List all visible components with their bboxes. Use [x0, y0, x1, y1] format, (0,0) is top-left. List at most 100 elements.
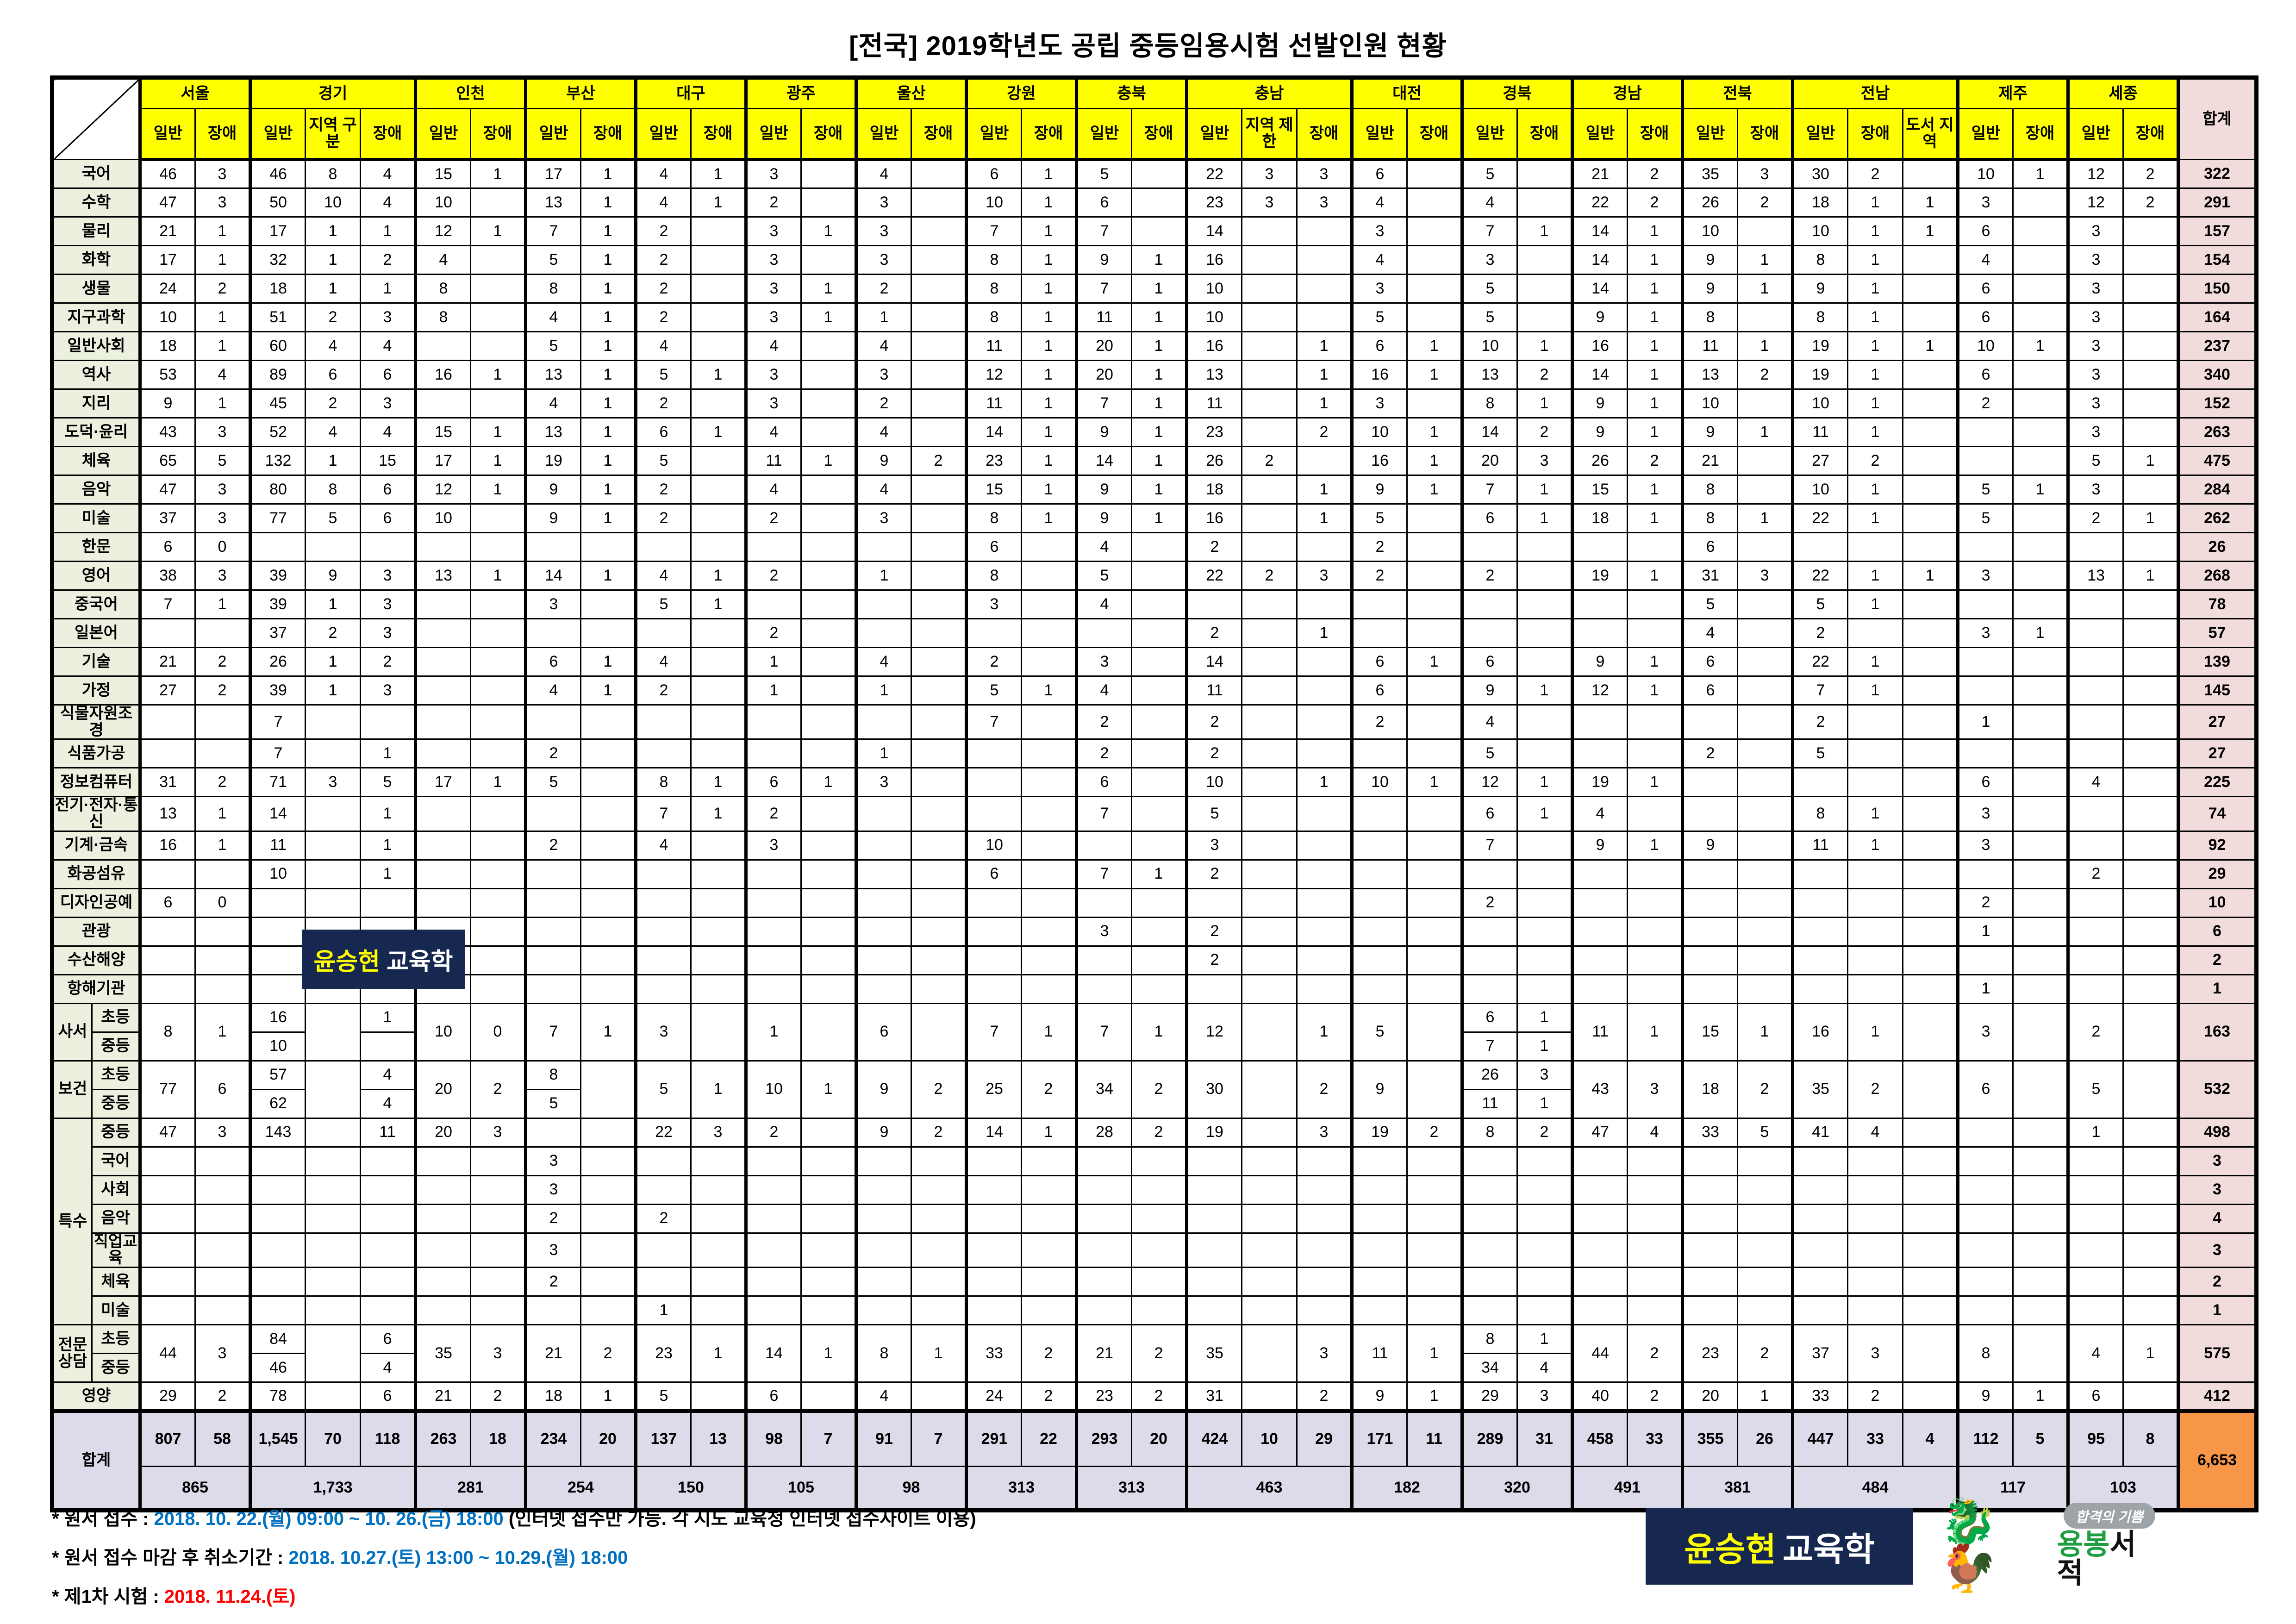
table-cell — [525, 618, 581, 648]
table-cell — [1516, 1203, 1573, 1234]
table-cell: 3 — [2177, 1146, 2257, 1176]
table-cell — [1021, 1146, 1077, 1176]
table-cell — [1737, 216, 1793, 246]
table-cell — [415, 1267, 471, 1297]
table-cell — [1406, 618, 1463, 648]
table-cell — [1296, 704, 1353, 740]
table-cell — [635, 887, 692, 918]
table-cell: 6 — [745, 767, 802, 798]
table-cell — [194, 945, 251, 975]
table-cell: 4 — [855, 475, 912, 505]
table-cell — [1627, 1174, 1683, 1205]
table-cell: 23 — [1682, 1324, 1738, 1383]
table-cell — [635, 945, 692, 975]
table-cell — [415, 532, 471, 562]
table-cell — [2122, 1117, 2179, 1148]
table-cell: 1 — [690, 561, 747, 591]
table-cell: 84 — [250, 1324, 306, 1355]
table-cell: 1 — [2122, 561, 2179, 591]
table-cell: 1 — [1516, 331, 1573, 361]
table-cell — [1296, 675, 1353, 706]
table-cell: 1 — [1131, 1002, 1187, 1062]
table-cell — [2122, 796, 2179, 832]
table-cell: 1 — [800, 1324, 857, 1383]
table-cell: 1 — [1131, 302, 1187, 332]
table-cell: 6 — [1076, 187, 1132, 218]
table-cell — [911, 916, 967, 947]
table-cell: 1 — [1627, 1002, 1683, 1062]
table-cell: 6 — [1351, 647, 1408, 677]
table-cell: 7 — [966, 704, 1022, 740]
table-cell: 143 — [250, 1117, 306, 1148]
column-header: 경기 — [250, 77, 416, 109]
table-cell: 6 — [1351, 675, 1408, 706]
table-cell: 1 — [1021, 274, 1077, 304]
table-cell: 1 — [2177, 974, 2257, 1004]
table-cell — [911, 475, 967, 505]
table-cell — [1516, 1232, 1573, 1268]
table-cell: 26 — [250, 647, 306, 677]
table-cell: 2 — [580, 1324, 636, 1383]
table-cell — [1296, 302, 1353, 332]
table-cell: 2 — [911, 1117, 967, 1148]
table-cell: 1 — [2177, 1295, 2257, 1326]
table-cell — [855, 1232, 912, 1268]
table-cell — [1572, 945, 1628, 975]
table-cell: 2 — [1186, 916, 1242, 947]
column-header: 충남 — [1186, 77, 1353, 109]
table-cell — [690, 475, 747, 505]
table-cell: 9 — [305, 561, 361, 591]
table-cell: 6 — [139, 532, 196, 562]
table-cell: 2 — [1131, 1381, 1187, 1412]
table-cell: 18 — [470, 1409, 526, 1468]
table-cell — [1131, 738, 1187, 769]
table-cell — [1461, 618, 1518, 648]
table-cell: 1 — [1516, 1031, 1573, 1062]
table-cell: 8 — [525, 1060, 581, 1090]
table-cell: 12 — [415, 216, 471, 246]
table-cell: 3 — [2067, 417, 2124, 447]
table-cell: 4 — [855, 1381, 912, 1412]
table-cell — [911, 561, 967, 591]
table-cell — [1847, 1203, 1903, 1234]
table-cell: 2 — [1792, 618, 1848, 648]
table-cell: 8 — [2122, 1409, 2179, 1468]
table-cell: 10 — [1792, 216, 1848, 246]
table-cell — [1516, 887, 1573, 918]
table-cell — [415, 1232, 471, 1268]
table-cell — [2067, 1267, 2124, 1297]
table-cell: 171 — [1351, 1409, 1408, 1468]
table-cell: 8 — [1792, 796, 1848, 832]
table-cell: 14 — [966, 1117, 1022, 1148]
table-cell: 3 — [1296, 159, 1353, 189]
table-cell: 3 — [525, 1146, 581, 1176]
row-label: 전기·전자·통신 — [51, 796, 141, 832]
column-header: 강원 — [966, 77, 1077, 109]
table-cell: 2 — [1461, 887, 1518, 918]
column-header: 합계 — [2177, 77, 2257, 160]
table-cell: 4 — [525, 675, 581, 706]
table-cell — [415, 796, 471, 832]
table-cell — [415, 704, 471, 740]
table-cell — [2122, 1232, 2179, 1268]
table-cell — [1902, 274, 1959, 304]
table-cell: 22 — [1186, 561, 1242, 591]
table-cell: 6 — [1957, 274, 2014, 304]
table-cell: 2 — [2177, 945, 2257, 975]
table-cell: 7 — [1076, 1002, 1132, 1062]
table-cell: 262 — [2177, 503, 2257, 533]
table-cell: 4 — [1076, 675, 1132, 706]
column-header: 전남 — [1792, 77, 1959, 109]
table-cell — [2012, 503, 2069, 533]
table-cell — [580, 1146, 636, 1176]
table-cell: 7 — [139, 589, 196, 619]
table-cell — [1076, 974, 1132, 1004]
table-cell — [1241, 589, 1298, 619]
table-cell: 31 — [139, 767, 196, 798]
table-cell — [1957, 647, 2014, 677]
table-cell: 1 — [1847, 1002, 1903, 1062]
table-cell — [1627, 704, 1683, 740]
table-cell: 10 — [415, 187, 471, 218]
table-cell — [1516, 974, 1573, 1004]
footnotes: * 원서 접수 : 2018. 10. 22.(월) 09:00 ~ 10. 2… — [52, 1504, 976, 1620]
